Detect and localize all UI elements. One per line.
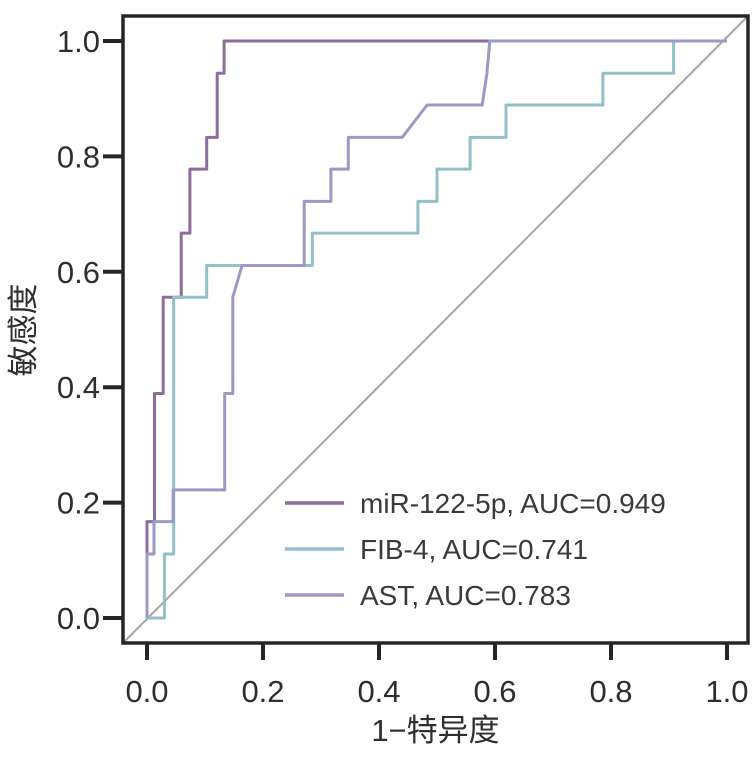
plot-frame <box>121 14 750 645</box>
y-axis-title: 敏感度 <box>6 284 41 377</box>
y-tick-label-0.8: 0.8 <box>57 139 100 174</box>
x-tick-label-0.8: 0.8 <box>589 674 632 709</box>
legend-label-mir-122-5p: miR-122-5p, AUC=0.949 <box>360 488 666 519</box>
x-tick-label-0.6: 0.6 <box>473 674 516 709</box>
legend-label-ast: AST, AUC=0.783 <box>360 580 571 611</box>
x-tick-label-0.0: 0.0 <box>125 674 168 709</box>
x-tick-label-0.4: 0.4 <box>357 674 400 709</box>
legend-label-fib-4: FIB-4, AUC=0.741 <box>360 534 588 565</box>
roc-curve-fib-4 <box>147 39 727 620</box>
y-tick-label-0.4: 0.4 <box>57 370 100 405</box>
y-tick-label-0.6: 0.6 <box>57 255 100 290</box>
x-tick-label-1.0: 1.0 <box>705 674 748 709</box>
y-tick-label-1.0: 1.0 <box>57 24 100 59</box>
chance-diagonal-line <box>122 15 749 644</box>
roc-curve-ast <box>145 39 727 618</box>
roc-curve-mir-122-5p <box>145 39 727 618</box>
y-tick-label-0.2: 0.2 <box>57 486 100 521</box>
x-axis-title: 1−特异度 <box>371 713 499 748</box>
x-tick-label-0.2: 0.2 <box>241 674 284 709</box>
y-tick-label-0.0: 0.0 <box>57 601 100 636</box>
